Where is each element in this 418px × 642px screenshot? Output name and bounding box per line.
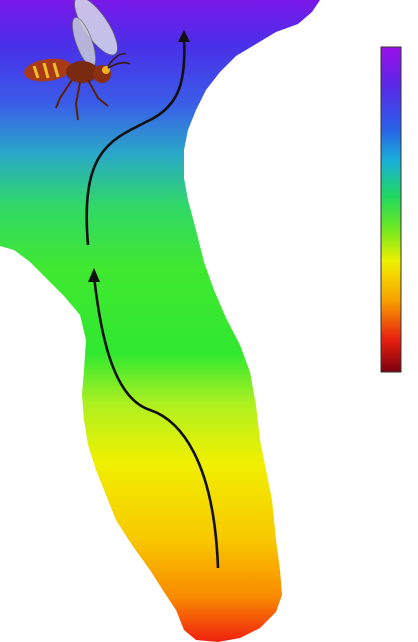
arrowhead-south bbox=[88, 268, 100, 282]
wasp-icon bbox=[24, 0, 131, 121]
migration-arrow-north bbox=[85, 37, 186, 246]
colorbar bbox=[380, 46, 402, 373]
colorbar-gradient bbox=[380, 46, 402, 373]
arrowhead-north bbox=[178, 30, 190, 42]
landmass bbox=[0, 0, 320, 642]
migration-arrow-south bbox=[92, 275, 220, 569]
